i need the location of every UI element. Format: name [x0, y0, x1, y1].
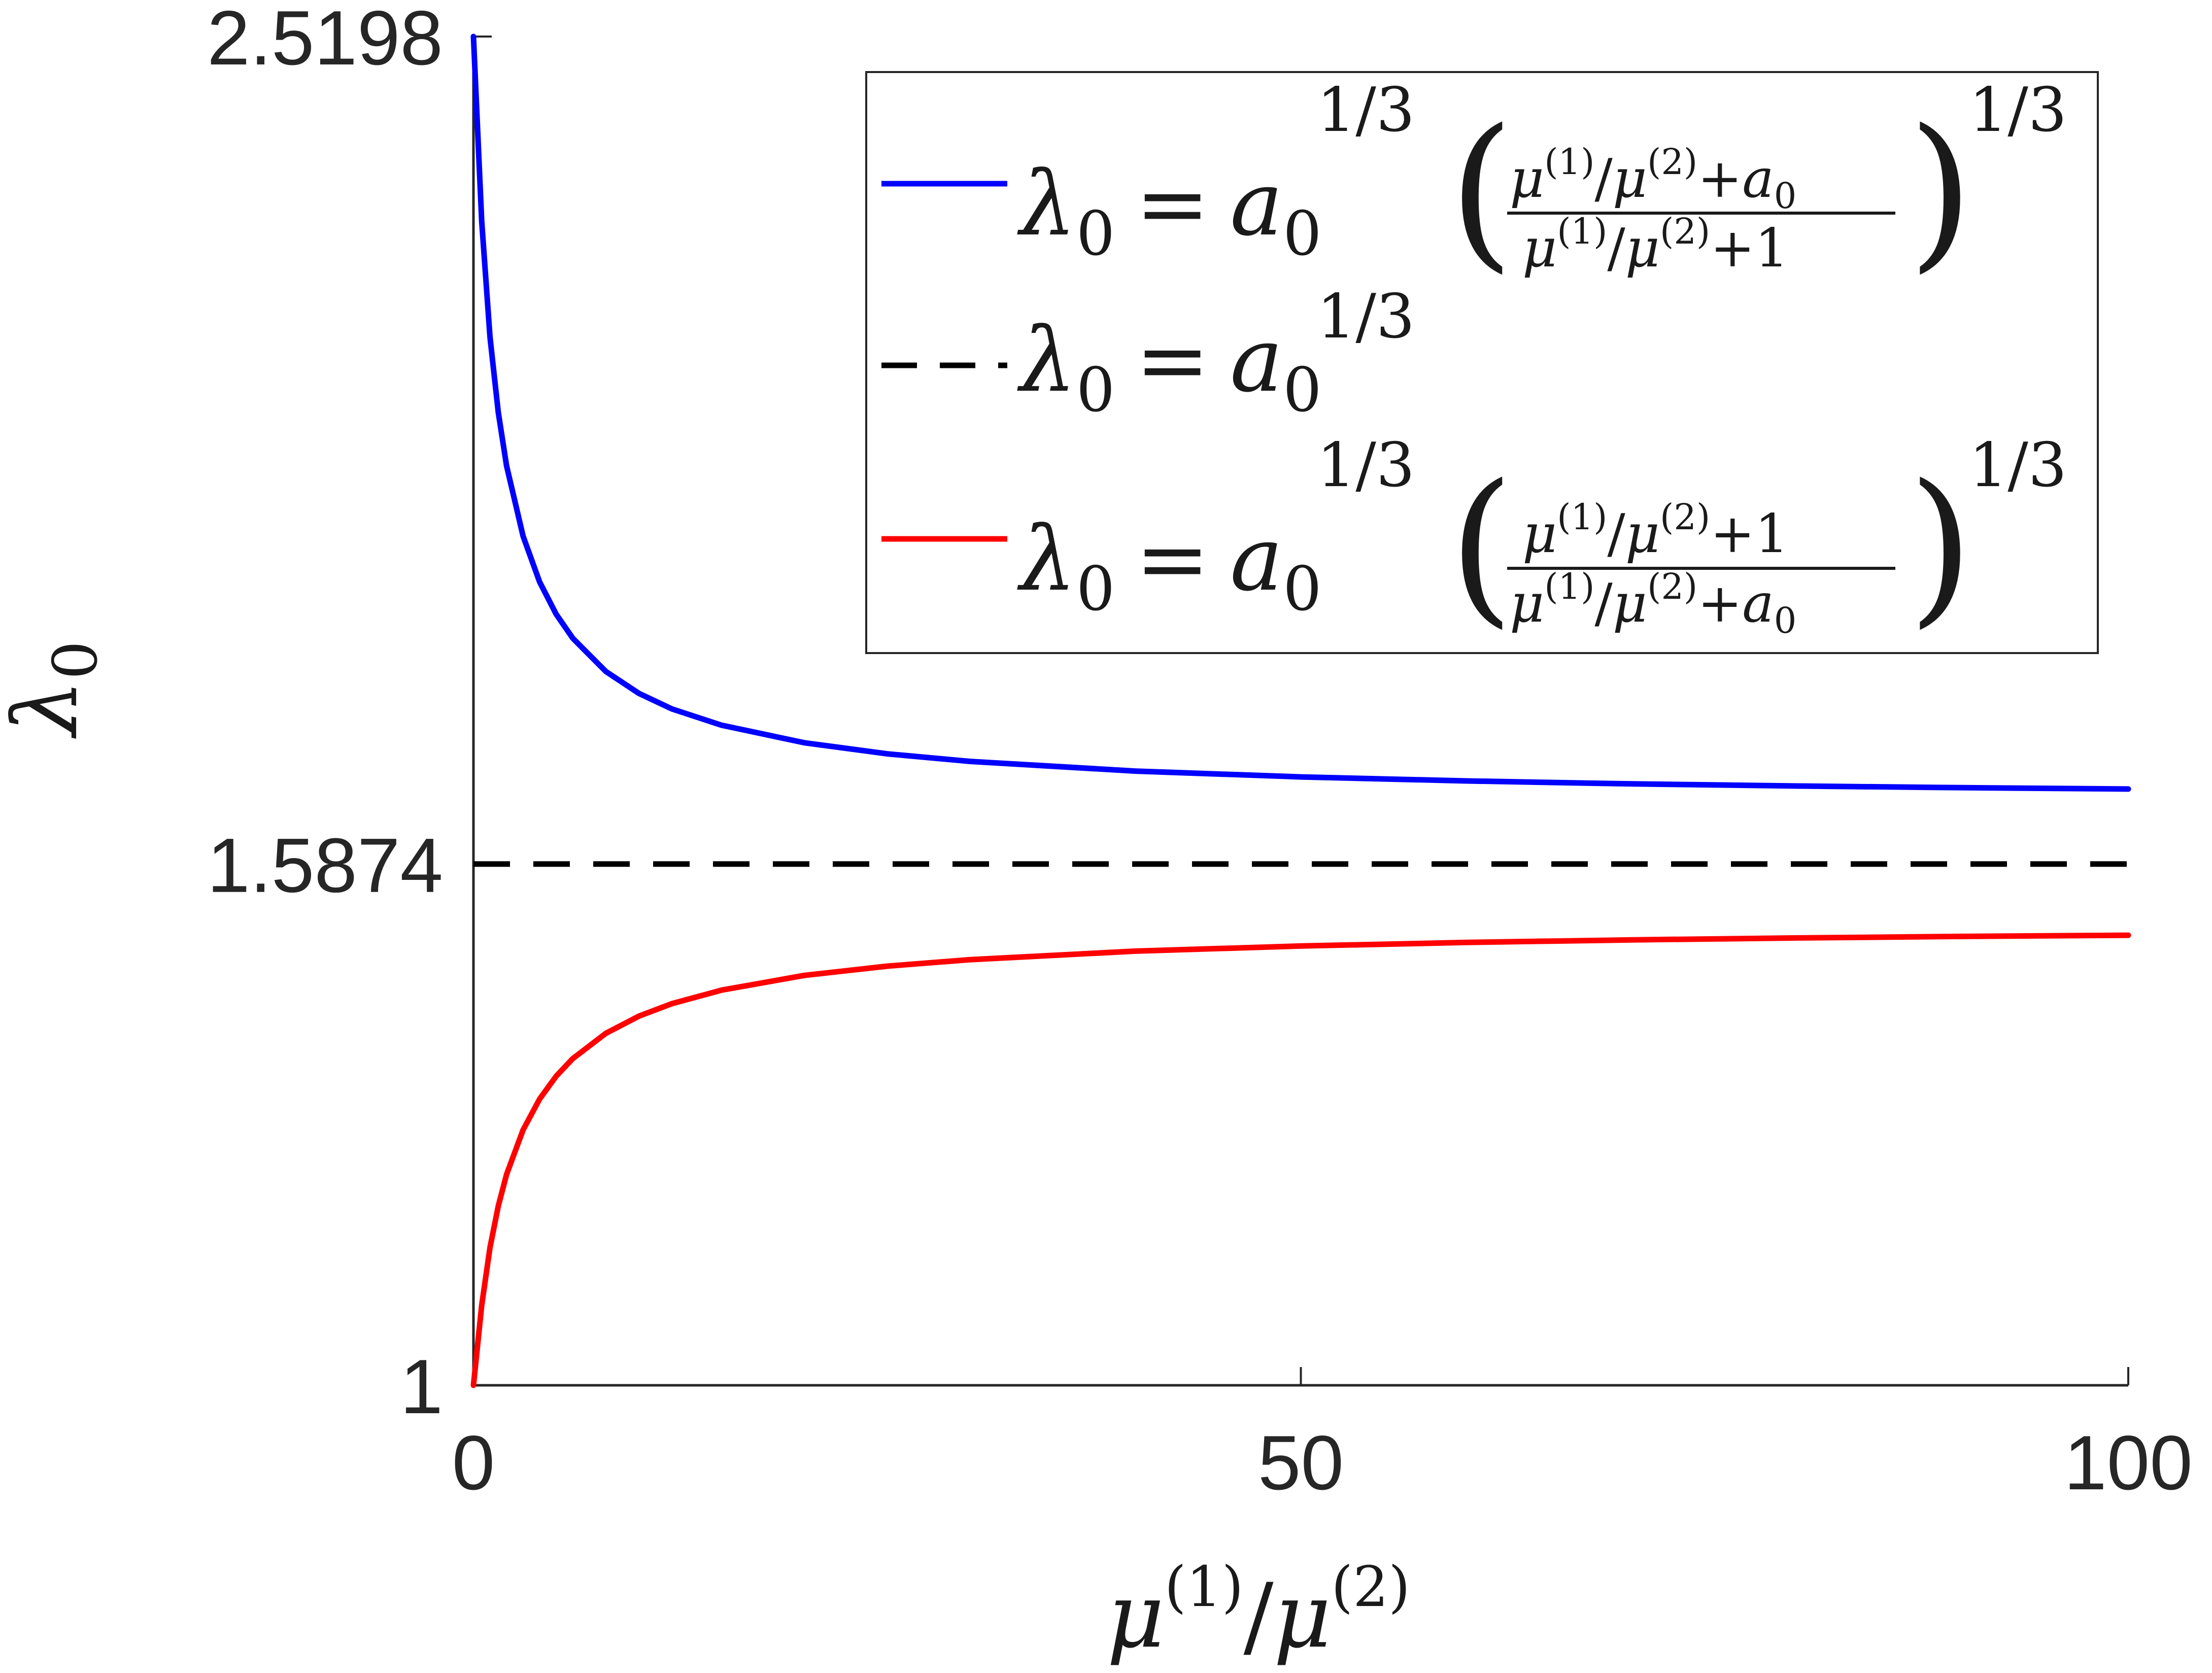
series-lower-bound — [470, 932, 2131, 1388]
y-tick-label-0: 1 — [400, 1344, 443, 1430]
legend-label-red: λ0 = a0 — [1017, 508, 1322, 625]
x-tick-label-0: 0 — [452, 1420, 495, 1506]
legend-label-black: λ0 = a0 — [1017, 309, 1322, 426]
legend-label-blue: λ0 = a0 — [1017, 153, 1322, 269]
legend-box — [865, 71, 2099, 654]
y-tick-label-1: 1.5874 — [207, 823, 443, 909]
legend: λ0 = a0 1/3 ( μ(1)/μ(2)+a0 μ(1)/μ(2)+1 ) 1… — [865, 71, 2099, 654]
series-upper-bound — [470, 33, 2131, 792]
y-axis-label-text: λ0 — [0, 641, 111, 739]
x-tick-label-1: 50 — [1258, 1420, 1344, 1506]
legend-paren-open-blue: ( — [1449, 93, 1514, 288]
y-axis-label: λ0 — [0, 641, 111, 739]
series-layer — [470, 33, 2131, 1388]
legend-paren-open-red: ( — [1449, 449, 1514, 643]
x-axis-label: μ(1)/μ(2) — [1107, 1554, 1410, 1668]
legend-exponent-red-a: 1/3 — [1317, 430, 1415, 501]
x-axis-label-text: μ(1)/μ(2) — [1107, 1554, 1410, 1668]
legend-exponent-blue-a: 1/3 — [1317, 75, 1415, 146]
axis-tick-labels: 0 50 100 1 1.5874 2.5198 — [207, 0, 2193, 1506]
legend-paren-close-blue: ) — [1908, 93, 1973, 288]
y-tick-label-2: 2.5198 — [207, 0, 443, 81]
legend-entry-black: λ0 = a0 1/3 — [881, 282, 1415, 426]
legend-paren-close-red: ) — [1908, 449, 1973, 643]
legend-exponent-black: 1/3 — [1317, 282, 1415, 352]
legend-entry-red: λ0 = a0 1/3 ( μ(1)/μ(2)+1 μ(1)/μ(2)+a0 ) 1… — [881, 430, 2067, 643]
legend-exponent-blue-b: 1/3 — [1969, 75, 2067, 146]
legend-exponent-red-b: 1/3 — [1969, 430, 2067, 501]
x-tick-label-2: 100 — [2064, 1420, 2193, 1506]
